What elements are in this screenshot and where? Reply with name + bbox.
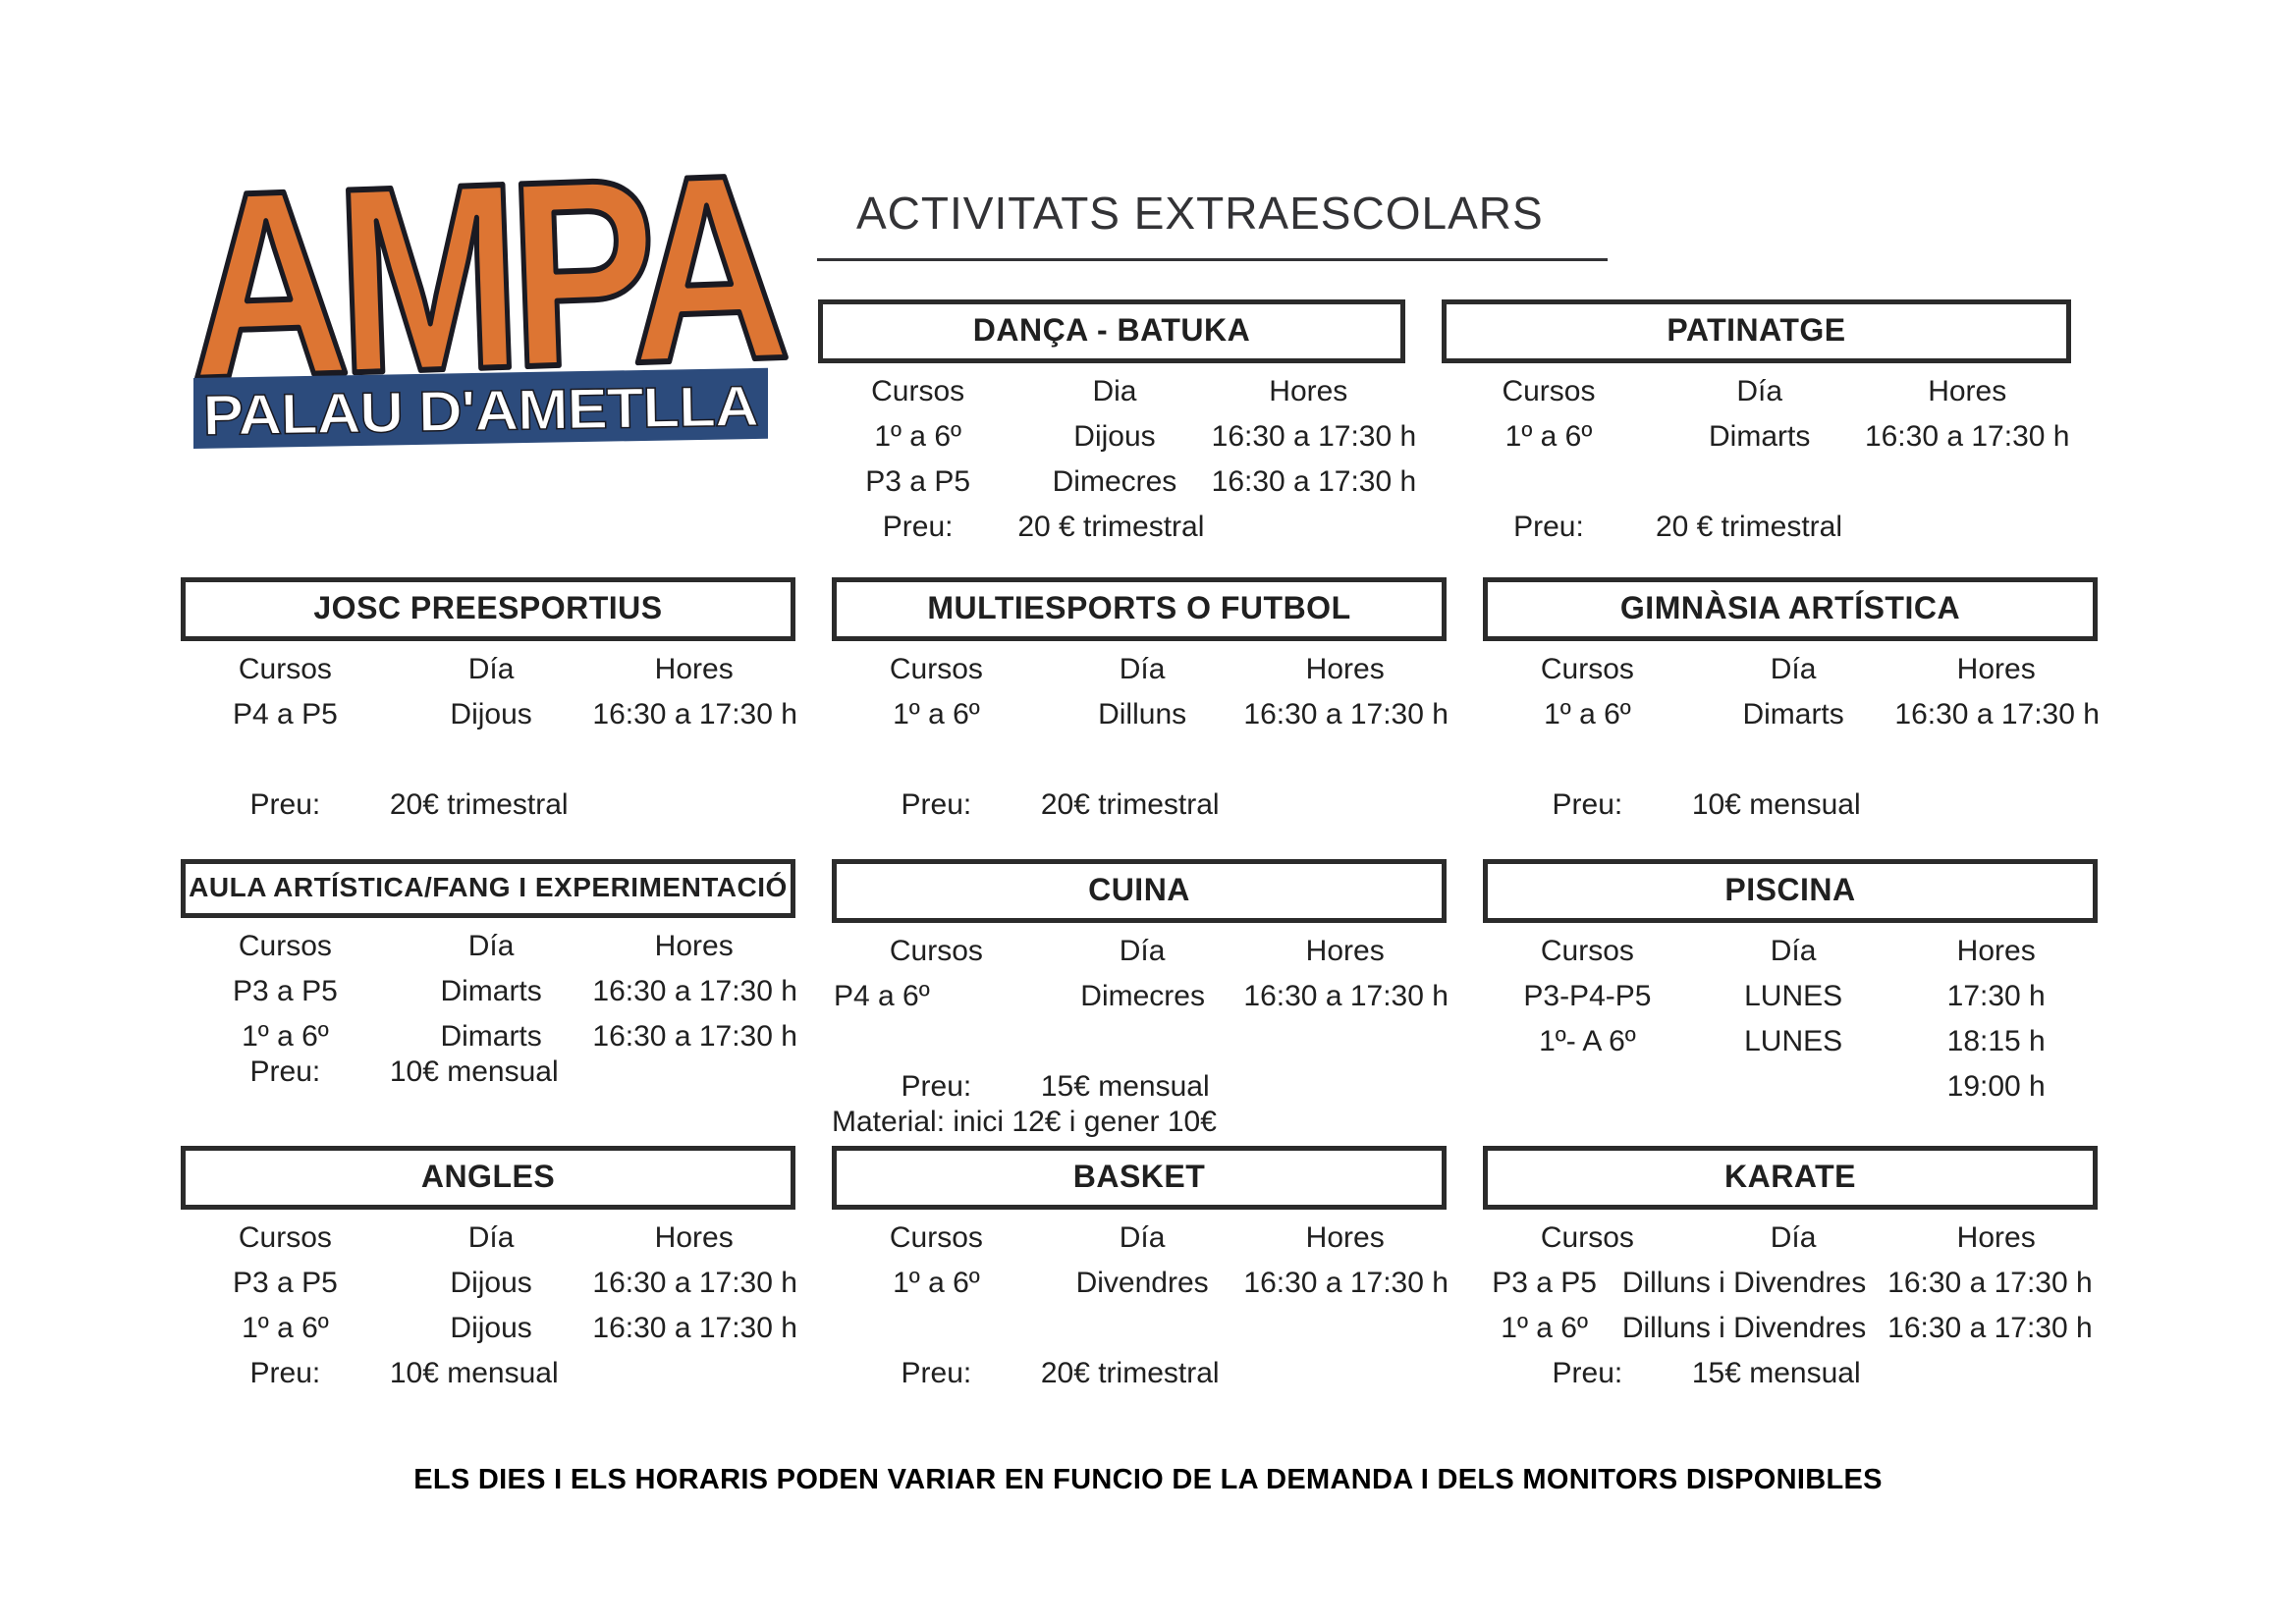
svg-text:PALAU D'AMETLLA: PALAU D'AMETLLA [202,374,758,448]
